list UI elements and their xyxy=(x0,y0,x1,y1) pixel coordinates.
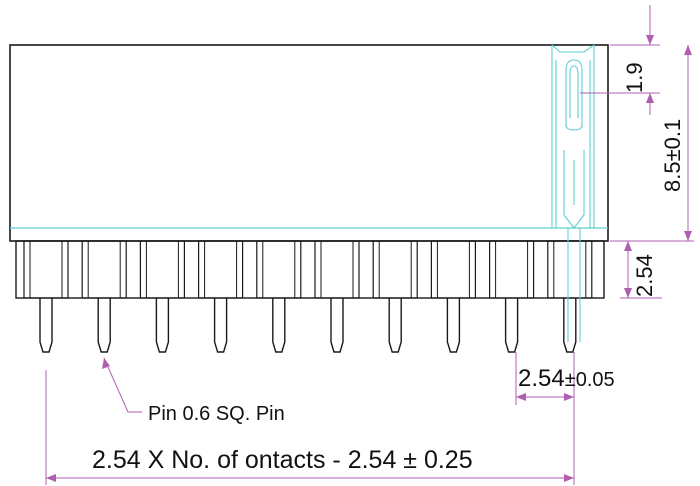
contact-pin xyxy=(330,298,344,353)
contact-section xyxy=(551,44,595,342)
arrow-heads xyxy=(46,35,692,482)
contact-pin xyxy=(272,298,286,353)
dim-pin-base-label: 2.54 xyxy=(632,254,657,297)
insulator-rib xyxy=(139,240,185,299)
dim-top-offset-label: 1.9 xyxy=(622,62,647,93)
contact-pin xyxy=(213,298,228,353)
insulator-rib xyxy=(256,240,302,299)
dimension-lines xyxy=(45,5,694,485)
insulator-rib xyxy=(81,240,127,299)
insulator-rib xyxy=(198,240,244,299)
insulator-rib xyxy=(314,240,360,299)
dim-total-length-label: 2.54 X No. of ontacts - 2.54 ± 0.25 xyxy=(92,446,473,474)
insulator-rib xyxy=(23,240,69,299)
insulator-rib xyxy=(430,240,476,299)
contact-pin xyxy=(563,298,577,353)
dim-height-label: 8.5±0.1 xyxy=(660,119,685,192)
insulator-rib xyxy=(372,240,418,299)
dim-pitch-tolerance: ±0.05 xyxy=(565,369,615,391)
contact-pin xyxy=(504,298,519,353)
contact-pin xyxy=(446,298,461,353)
pin-callout-label: Pin 0.6 SQ. Pin xyxy=(148,403,285,425)
insulator-frame xyxy=(15,240,605,299)
contact-pin xyxy=(39,298,53,353)
contact-pin xyxy=(388,298,402,353)
pin-row xyxy=(15,240,605,353)
insulator-rib xyxy=(489,240,535,299)
contact-pin xyxy=(155,298,170,353)
dim-pitch-value: 2.54 xyxy=(518,365,565,392)
insulator-rib xyxy=(547,240,593,299)
contact-pin xyxy=(97,298,111,353)
dim-pitch-label: 2.54±0.05 xyxy=(518,365,615,392)
housing-body xyxy=(9,44,609,242)
